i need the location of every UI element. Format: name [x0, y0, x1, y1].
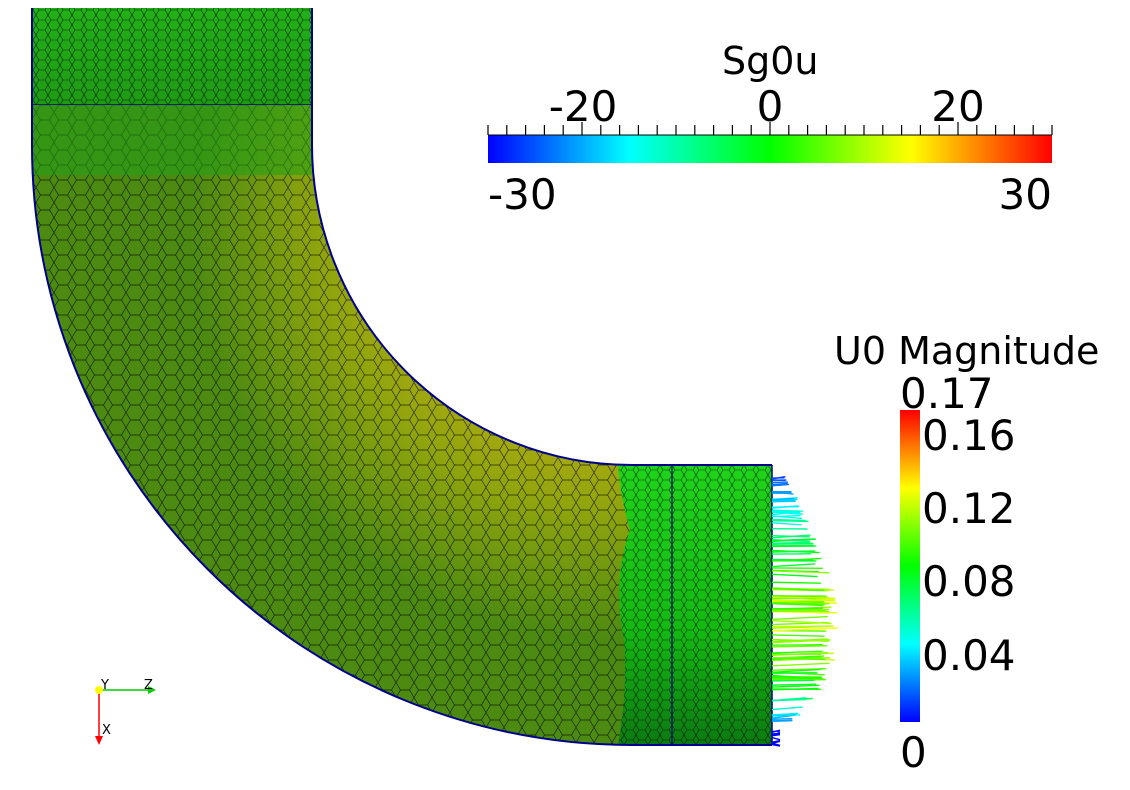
- velocity-glyph: [771, 662, 830, 667]
- velocity-glyph: [771, 639, 831, 644]
- velocity-glyph: [771, 712, 799, 716]
- pipe-outline: [31, 8, 772, 746]
- sg0u-tick-label: -20: [548, 82, 618, 131]
- velocity-glyph: [771, 475, 786, 480]
- velocity-glyph: [771, 607, 823, 610]
- velocity-glyph: [771, 483, 790, 487]
- pipe-bend-section: [32, 105, 672, 745]
- u0-magnitude-tick-label: 0.16: [922, 411, 1016, 460]
- velocity-glyph: [771, 638, 829, 643]
- velocity-glyph: [771, 668, 821, 673]
- velocity-glyph: [771, 651, 828, 656]
- velocity-glyph: [771, 534, 811, 539]
- sg0u-color-bar: [487, 122, 1053, 163]
- velocity-glyph: [771, 650, 823, 654]
- pipe-outlet-section: [618, 465, 773, 745]
- velocity-glyph: [771, 719, 793, 722]
- sg0u-tick-label: 0: [756, 82, 784, 131]
- velocity-glyph: [771, 734, 781, 737]
- velocity-glyph: [771, 482, 788, 486]
- axis-label-x: X: [102, 723, 111, 738]
- velocity-glyph: [771, 698, 807, 702]
- velocity-glyph: [771, 519, 809, 523]
- velocity-glyph: [771, 550, 816, 553]
- velocity-glyph: [771, 518, 807, 522]
- velocity-glyph: [771, 587, 825, 592]
- velocity-glyph: [771, 657, 826, 661]
- velocity-glyph: [771, 522, 802, 526]
- pipe-inlet-section: [32, 8, 312, 106]
- orientation-axes: [95, 686, 156, 745]
- velocity-glyph: [771, 687, 819, 691]
- velocity-glyph: [771, 509, 804, 512]
- velocity-glyph: [771, 706, 803, 711]
- velocity-glyph: [771, 581, 821, 584]
- velocity-glyph: [771, 538, 816, 542]
- velocity-glyph: [771, 511, 803, 515]
- velocity-glyph: [771, 717, 793, 720]
- sg0u-max-label: 30: [998, 170, 1052, 219]
- velocity-glyph: [771, 542, 810, 545]
- axis-label-y: Y: [101, 678, 109, 693]
- velocity-glyph: [771, 505, 799, 509]
- velocity-glyph: [771, 625, 834, 628]
- u0-magnitude-max-label: 0.17: [900, 369, 994, 418]
- velocity-glyph: [771, 739, 781, 743]
- velocity-glyph: [771, 570, 830, 574]
- sg0u-min-label: -30: [488, 170, 557, 219]
- velocity-glyph: [771, 601, 826, 605]
- velocity-glyph: [771, 598, 836, 603]
- velocity-glyph: [771, 743, 781, 747]
- u0-magnitude-tick-label: 0.08: [922, 557, 1016, 606]
- velocity-glyph: [771, 573, 818, 578]
- velocity-glyph: [771, 615, 828, 621]
- axis-label-z: Z: [144, 678, 153, 693]
- velocity-glyph: [771, 634, 825, 637]
- velocity-glyph: [771, 729, 781, 733]
- velocity-glyph: [771, 627, 839, 632]
- u0-magnitude-tick-label: 0.04: [922, 631, 1016, 680]
- velocity-glyph: [771, 731, 781, 736]
- velocity-glyph: [771, 563, 816, 568]
- velocity-glyph: [771, 740, 781, 745]
- u0-magnitude-min-label: 0: [900, 728, 927, 777]
- velocity-glyphs: [771, 475, 839, 747]
- u0-magnitude-color-bar: [900, 410, 920, 722]
- velocity-glyph: [771, 620, 832, 625]
- velocity-glyph: [771, 684, 820, 688]
- velocity-glyph: [771, 557, 822, 562]
- u0-magnitude-tick-label: 0.12: [922, 484, 1016, 533]
- velocity-glyph: [771, 596, 835, 600]
- velocity-glyph: [771, 510, 801, 514]
- velocity-glyph: [771, 736, 781, 741]
- u0-magnitude-legend-title: U0 Magnitude: [834, 329, 1100, 373]
- velocity-glyph: [771, 514, 801, 518]
- sg0u-tick-label: 20: [931, 82, 985, 131]
- velocity-glyph: [771, 713, 797, 717]
- velocity-glyph: [771, 645, 828, 648]
- velocity-glyph: [771, 603, 824, 607]
- velocity-glyph: [771, 679, 815, 682]
- sg0u-legend-title: Sg0u: [722, 39, 819, 83]
- velocity-glyph: [771, 498, 795, 502]
- velocity-glyph: [771, 683, 817, 686]
- velocity-glyph: [771, 643, 823, 646]
- velocity-glyph: [771, 498, 797, 503]
